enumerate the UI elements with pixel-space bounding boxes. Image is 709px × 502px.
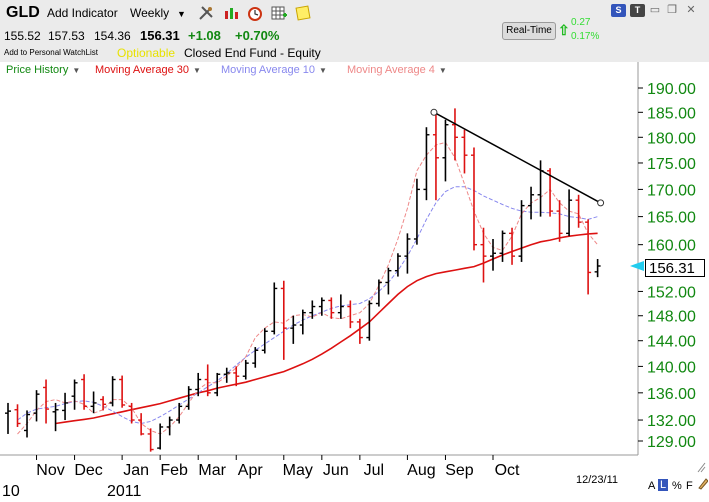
y-tick-label: 160.00 — [647, 238, 696, 255]
last-value: 156.31 — [140, 28, 180, 43]
y-tick-label: 132.00 — [647, 413, 696, 430]
change-value: +1.08 — [188, 28, 221, 43]
x-year-label: 10 — [2, 483, 20, 500]
trendline-handle — [597, 199, 605, 207]
y-tick-label: 190.00 — [647, 81, 696, 98]
low-value: 154.36 — [94, 29, 131, 43]
symbol-label[interactable]: GLD — [6, 4, 40, 21]
pencil-icon[interactable] — [697, 477, 708, 490]
open-value: 155.52 — [4, 29, 41, 43]
x-month-label: Mar — [198, 462, 226, 479]
change-pct-value: +0.70% — [235, 28, 280, 43]
add-indicator-button[interactable]: Add Indicator — [47, 6, 118, 20]
trendline — [433, 111, 601, 204]
x-month-label: Nov — [36, 462, 64, 479]
chevron-down-icon[interactable]: ▼ — [72, 66, 81, 75]
close-icon[interactable]: ✕ — [686, 4, 696, 16]
add-to-watchlist-link[interactable]: Add to Personal WatchList — [4, 48, 98, 57]
x-month-label: Feb — [160, 462, 188, 479]
s-options-button[interactable]: S — [611, 4, 626, 17]
y-tick-label: 144.00 — [647, 334, 696, 351]
realtime-change-pct: 0.17% — [571, 31, 600, 42]
corner-a-button[interactable]: A — [648, 480, 656, 492]
up-arrow-icon: ⇧ — [558, 22, 570, 38]
ma10-line — [17, 186, 598, 425]
y-tick-label: 129.00 — [647, 434, 696, 451]
price-panel: 190.00 185.00 180.00 175.00 170.00 165.00 160.… — [0, 62, 696, 500]
chevron-down-icon[interactable]: ▼ — [177, 9, 186, 19]
last-price-label: 156.31 — [645, 259, 705, 277]
corner-l-button[interactable]: L — [658, 479, 669, 491]
legend-ma10[interactable]: Moving Average 10 ▼ — [221, 64, 327, 76]
chart-type-icon[interactable] — [223, 5, 239, 21]
t-options-button[interactable]: T — [630, 4, 645, 17]
restore-icon[interactable]: ❐ — [667, 4, 677, 16]
tools-icon[interactable] — [198, 5, 214, 21]
trendline-handle — [430, 108, 438, 116]
x-year-label: 2011 — [107, 483, 142, 500]
y-tick-label: 170.00 — [647, 182, 696, 199]
x-month-label: Jun — [323, 462, 349, 479]
note-icon[interactable] — [295, 5, 311, 21]
optionable-badge: Optionable — [117, 46, 176, 60]
ma4-line — [17, 141, 598, 435]
resize-grip-icon[interactable] — [696, 461, 706, 473]
y-tick-label: 185.00 — [647, 105, 696, 122]
legend-ma30[interactable]: Moving Average 30 ▼ — [95, 64, 201, 76]
y-tick-label: 180.00 — [647, 130, 696, 147]
y-tick-label: 140.00 — [647, 359, 696, 376]
x-month-label: Jul — [364, 462, 384, 479]
x-month-label: Dec — [74, 462, 102, 479]
high-value: 157.53 — [48, 29, 85, 43]
y-tick-label: 152.00 — [647, 284, 696, 301]
realtime-button[interactable]: Real-Time — [502, 22, 556, 40]
realtime-change: 0.27 — [571, 17, 591, 28]
x-month-label: Oct — [495, 462, 520, 479]
date-label: 12/23/11 — [576, 474, 619, 486]
corner-pct-button[interactable]: % — [672, 480, 682, 492]
y-tick-label: 175.00 — [647, 156, 696, 173]
chevron-down-icon[interactable]: ▼ — [192, 66, 201, 75]
y-tick-label: 165.00 — [647, 210, 696, 227]
grid-icon[interactable] — [271, 5, 287, 21]
legend-price-history[interactable]: Price History ▼ — [6, 64, 81, 76]
period-select[interactable]: Weekly — [130, 6, 170, 20]
ma30-line — [55, 232, 598, 425]
x-month-label: Jan — [123, 462, 149, 479]
corner-f-button[interactable]: F — [686, 480, 693, 492]
y-tick-label: 136.00 — [647, 386, 696, 403]
chart-toolbar: GLD Add Indicator Weekly ▼ 155.52 157.53… — [0, 0, 709, 62]
x-month-label: Apr — [238, 462, 264, 479]
current-price-marker — [630, 260, 644, 271]
alarm-icon[interactable] — [247, 5, 263, 21]
chevron-down-icon[interactable]: ▼ — [318, 66, 327, 75]
x-month-label: Aug — [407, 462, 435, 479]
x-month-label: May — [283, 462, 313, 479]
y-tick-label: 148.00 — [647, 309, 696, 326]
chevron-down-icon[interactable]: ▼ — [438, 66, 447, 75]
x-month-label: Sep — [445, 462, 474, 479]
fund-type-label: Closed End Fund - Equity — [184, 46, 321, 60]
legend-ma4[interactable]: Moving Average 4 ▼ — [347, 64, 447, 76]
minimize-icon[interactable]: ▭ — [649, 4, 661, 16]
